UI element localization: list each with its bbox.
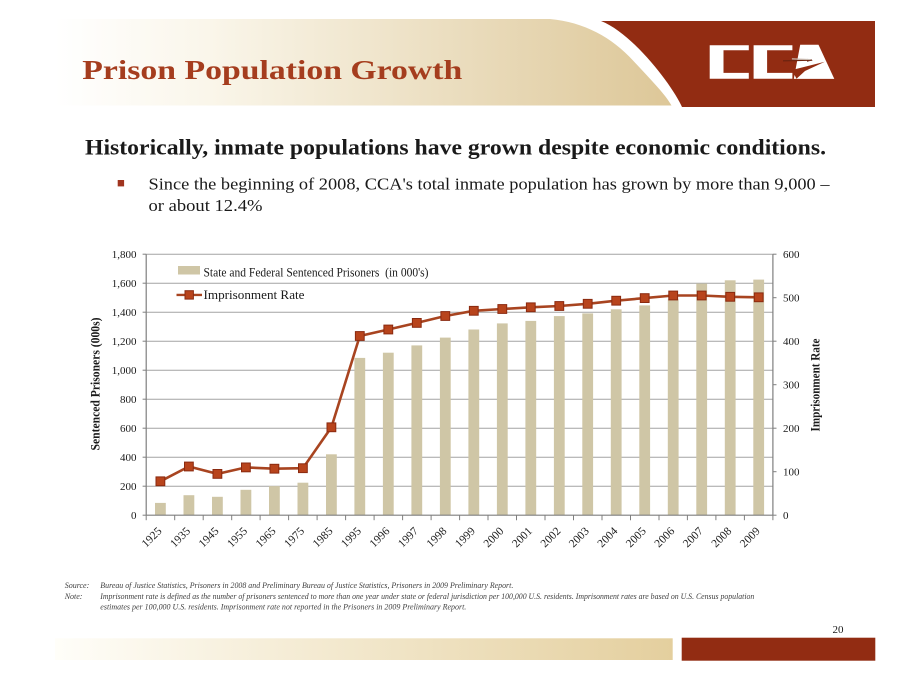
svg-text:2009: 2009 <box>738 525 763 550</box>
svg-text:Imprisonment rate is defined a: Imprisonment rate is defined as the numb… <box>99 592 754 601</box>
svg-text:Note:: Note: <box>64 592 83 601</box>
svg-text:estimates per 100,000 U.S. res: estimates per 100,000 U.S. residents. Im… <box>100 602 466 611</box>
svg-text:Source:: Source: <box>65 581 90 590</box>
svg-text:Historically, inmate populatio: Historically, inmate populations have gr… <box>85 134 826 159</box>
svg-text:1,400: 1,400 <box>112 307 137 319</box>
svg-text:600: 600 <box>783 249 800 261</box>
svg-text:or about 12.4%: or about 12.4% <box>149 196 263 215</box>
svg-text:Imprisonment Rate: Imprisonment Rate <box>808 338 823 431</box>
svg-text:State and Federal Sentenced Pr: State and Federal Sentenced Prisoners (i… <box>204 266 429 280</box>
svg-text:1998: 1998 <box>425 525 450 550</box>
svg-text:100: 100 <box>783 466 800 478</box>
svg-text:1975: 1975 <box>282 525 307 550</box>
svg-text:600: 600 <box>120 423 137 435</box>
svg-text:2004: 2004 <box>596 525 621 550</box>
svg-text:200: 200 <box>783 423 800 435</box>
svg-text:1925: 1925 <box>140 525 165 550</box>
svg-text:2000: 2000 <box>482 525 507 550</box>
svg-text:Since the beginning of 2008, C: Since the beginning of 2008, CCA's total… <box>149 175 831 194</box>
svg-text:2007: 2007 <box>681 525 706 550</box>
svg-text:2001: 2001 <box>510 525 535 550</box>
svg-text:2006: 2006 <box>653 525 678 550</box>
svg-text:1945: 1945 <box>197 525 222 550</box>
svg-text:2003: 2003 <box>567 525 592 550</box>
svg-text:1965: 1965 <box>254 525 279 550</box>
svg-text:1935: 1935 <box>168 525 193 550</box>
svg-text:1985: 1985 <box>311 525 336 550</box>
svg-text:Prison Population Growth: Prison Population Growth <box>82 54 462 85</box>
svg-text:1,000: 1,000 <box>112 365 137 377</box>
svg-text:1955: 1955 <box>225 525 250 550</box>
svg-text:0: 0 <box>783 510 789 522</box>
svg-text:0: 0 <box>131 510 137 522</box>
svg-text:Sentenced Prisoners (000s): Sentenced Prisoners (000s) <box>88 318 103 451</box>
svg-text:1,600: 1,600 <box>112 278 137 290</box>
svg-text:1995: 1995 <box>339 525 364 550</box>
svg-text:1999: 1999 <box>453 525 478 550</box>
svg-text:400: 400 <box>120 452 137 464</box>
svg-text:500: 500 <box>783 292 800 304</box>
svg-text:800: 800 <box>120 394 137 406</box>
svg-text:Bureau of Justice Statistics,: Bureau of Justice Statistics, Prisoners … <box>100 581 513 590</box>
svg-text:2008: 2008 <box>710 525 735 550</box>
svg-text:1,200: 1,200 <box>112 336 137 348</box>
svg-text:1,800: 1,800 <box>112 249 137 261</box>
svg-text:300: 300 <box>783 379 800 391</box>
svg-text:1996: 1996 <box>368 525 393 550</box>
svg-text:20: 20 <box>833 624 845 636</box>
svg-text:1997: 1997 <box>396 525 421 550</box>
svg-text:Imprisonment Rate: Imprisonment Rate <box>204 288 305 302</box>
svg-text:2002: 2002 <box>539 525 564 550</box>
svg-text:400: 400 <box>783 336 800 348</box>
svg-text:2005: 2005 <box>624 525 649 550</box>
svg-text:200: 200 <box>120 481 137 493</box>
